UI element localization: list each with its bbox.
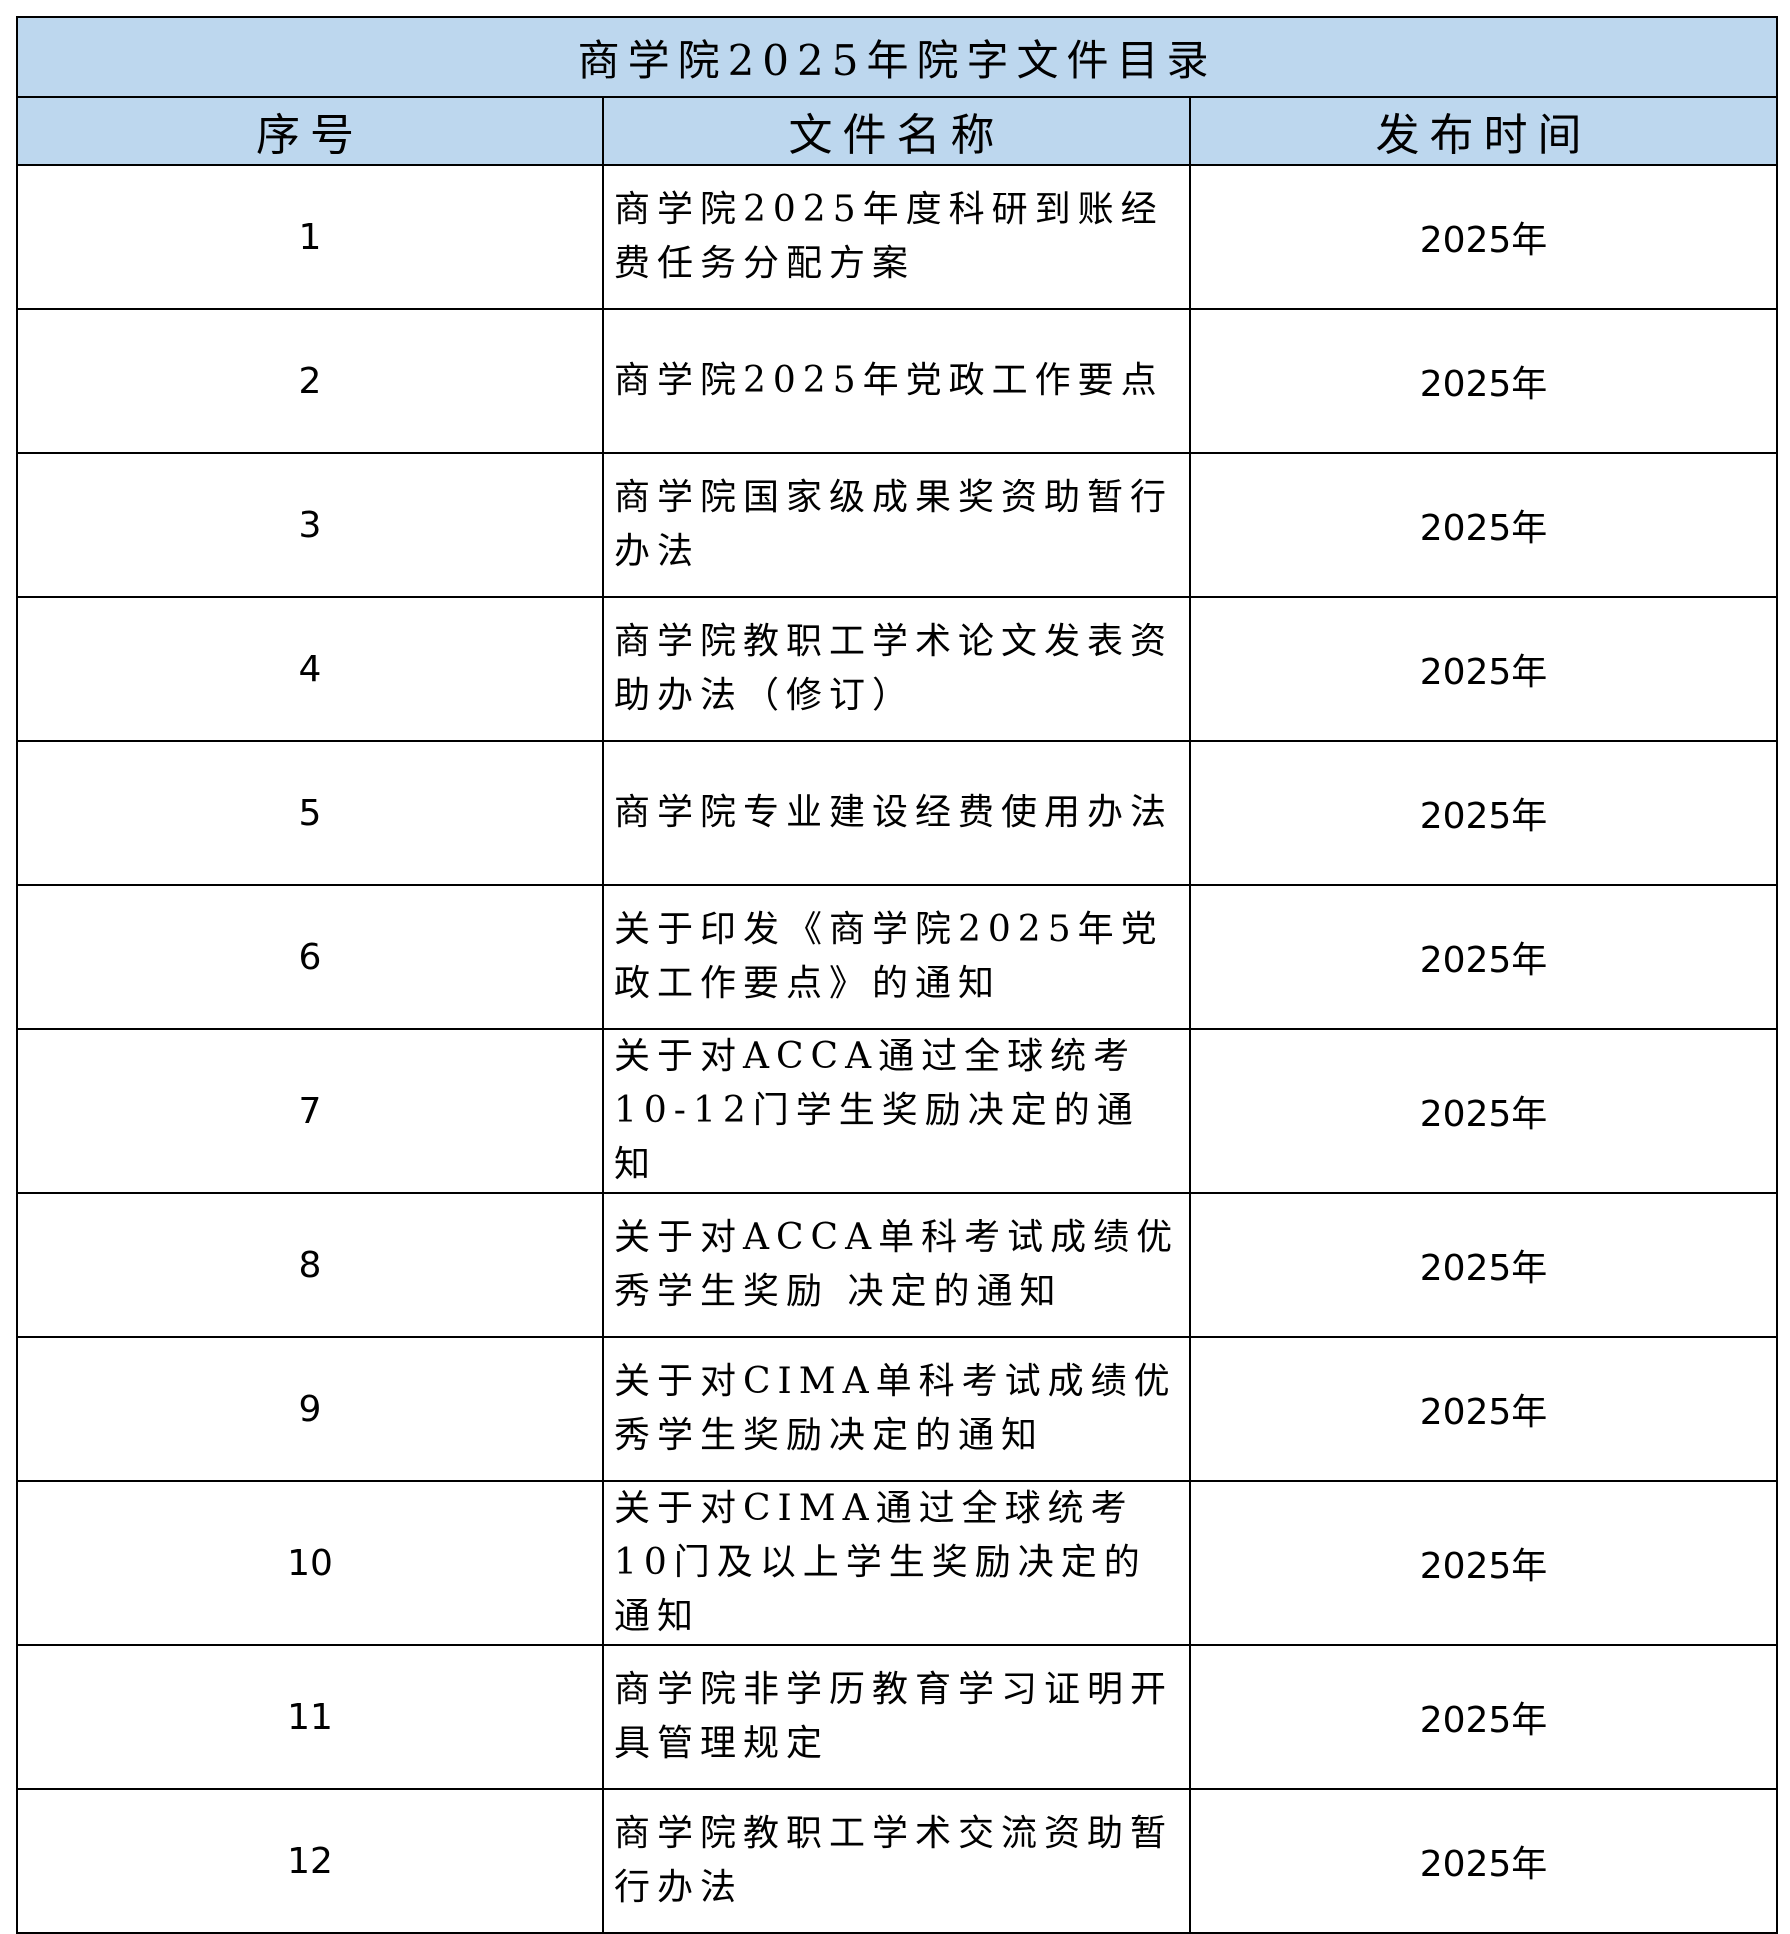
row-number: 3 [16,452,604,598]
file-name-cell: 商学院国家级成果奖资助暂行办法 [602,452,1191,598]
file-name-cell: 关于对CIMA单科考试成绩优秀学生奖励决定的通知 [602,1336,1191,1482]
header-row: 序号 文件名称 发布时间 [16,96,1779,166]
file-name-cell: 商学院教职工学术交流资助暂行办法 [602,1788,1191,1934]
file-name-cell: 关于对ACCA单科考试成绩优秀学生奖励 决定的通知 [602,1192,1191,1338]
row-number: 9 [16,1336,604,1482]
file-name-cell: 商学院2025年党政工作要点 [602,308,1191,454]
row-number: 7 [16,1028,604,1194]
table-row: 2 商学院2025年党政工作要点 2025年 [16,308,1779,454]
file-name-cell: 商学院专业建设经费使用办法 [602,740,1191,886]
publish-time-cell: 2025年 [1188,452,1779,598]
publish-time-cell: 2025年 [1188,740,1779,886]
table-row: 4 商学院教职工学术论文发表资助办法（修订） 2025年 [16,596,1779,742]
table-row: 9 关于对CIMA单科考试成绩优秀学生奖励决定的通知 2025年 [16,1336,1779,1482]
file-name-cell: 关于对CIMA通过全球统考10门及以上学生奖励决定的通知 [602,1480,1191,1646]
row-number: 1 [16,164,604,310]
file-name-cell: 商学院2025年度科研到账经费任务分配方案 [602,164,1191,310]
publish-time-cell: 2025年 [1188,1644,1779,1790]
row-number: 6 [16,884,604,1030]
table-row: 12 商学院教职工学术交流资助暂行办法 2025年 [16,1788,1779,1934]
document-catalog-table: 商学院2025年院字文件目录 序号 文件名称 发布时间 1 商学院2025年度科研… [15,16,1779,1934]
row-number: 11 [16,1644,604,1790]
header-publish-time: 发布时间 [1188,96,1779,166]
table-title: 商学院2025年院字文件目录 [15,16,1779,98]
table-row: 7 关于对ACCA通过全球统考10-12门学生奖励决定的通知 2025年 [16,1028,1779,1194]
row-number: 12 [16,1788,604,1934]
publish-time-cell: 2025年 [1188,308,1779,454]
row-number: 5 [16,740,604,886]
publish-time-cell: 2025年 [1188,596,1779,742]
row-number: 2 [16,308,604,454]
publish-time-cell: 2025年 [1188,1788,1779,1934]
file-name-cell: 关于印发《商学院2025年党政工作要点》的通知 [602,884,1191,1030]
table-row: 3 商学院国家级成果奖资助暂行办法 2025年 [16,452,1779,598]
file-name-cell: 关于对ACCA通过全球统考10-12门学生奖励决定的通知 [602,1028,1191,1194]
table-row: 11 商学院非学历教育学习证明开具管理规定 2025年 [16,1644,1779,1790]
publish-time-cell: 2025年 [1188,1192,1779,1338]
file-name-cell: 商学院教职工学术论文发表资助办法（修订） [602,596,1191,742]
header-file-name: 文件名称 [602,96,1191,166]
table-row: 1 商学院2025年度科研到账经费任务分配方案 2025年 [16,164,1779,310]
table-row: 6 关于印发《商学院2025年党政工作要点》的通知 2025年 [16,884,1779,1030]
publish-time-cell: 2025年 [1188,1028,1779,1194]
header-number: 序号 [16,96,604,166]
row-number: 4 [16,596,604,742]
row-number: 10 [16,1480,604,1646]
table-row: 10 关于对CIMA通过全球统考10门及以上学生奖励决定的通知 2025年 [16,1480,1779,1646]
table-row: 8 关于对ACCA单科考试成绩优秀学生奖励 决定的通知 2025年 [16,1192,1779,1338]
table-row: 5 商学院专业建设经费使用办法 2025年 [16,740,1779,886]
publish-time-cell: 2025年 [1188,1336,1779,1482]
file-name-cell: 商学院非学历教育学习证明开具管理规定 [602,1644,1191,1790]
publish-time-cell: 2025年 [1188,164,1779,310]
publish-time-cell: 2025年 [1188,884,1779,1030]
row-number: 8 [16,1192,604,1338]
publish-time-cell: 2025年 [1188,1480,1779,1646]
